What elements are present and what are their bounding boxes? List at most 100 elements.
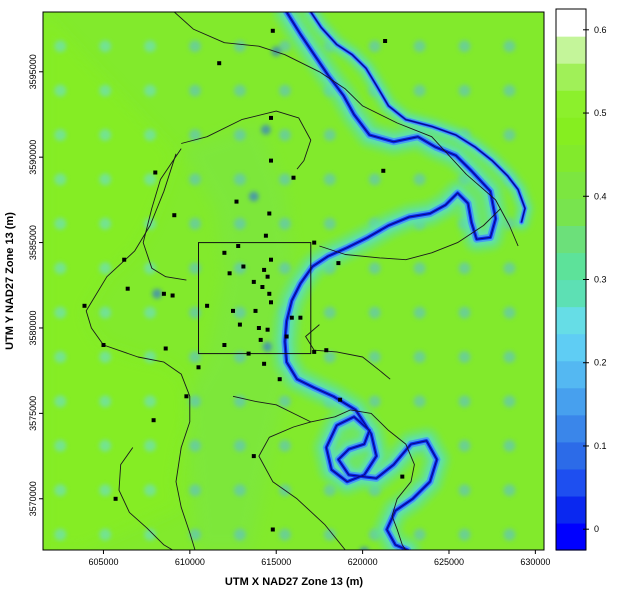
colorbar-tick-label: 0.1 xyxy=(594,441,607,451)
colorbar-segment xyxy=(556,144,586,172)
field-spot xyxy=(54,306,67,319)
field-spot xyxy=(189,439,201,452)
field-spot xyxy=(189,484,201,497)
well-marker xyxy=(269,115,273,120)
river-centerline xyxy=(310,12,526,223)
colorbar-segment xyxy=(556,9,586,37)
field-spot xyxy=(503,528,516,541)
colorbar-segment xyxy=(556,387,586,416)
well-marker xyxy=(222,250,227,255)
contour-line xyxy=(181,110,312,170)
well-marker xyxy=(265,274,270,279)
field-spot xyxy=(233,173,246,186)
colorbar xyxy=(556,9,586,551)
field-spot xyxy=(144,395,157,408)
colorbar-segment xyxy=(556,225,586,254)
dark-spot xyxy=(248,191,259,202)
field-spot xyxy=(278,129,291,141)
colorbar-segment xyxy=(556,522,586,551)
well-marker xyxy=(251,454,256,459)
contour-layer xyxy=(85,12,519,550)
field-spot xyxy=(99,262,112,275)
field-spot xyxy=(99,173,112,186)
well-marker xyxy=(153,170,158,175)
y-tick-label: 3590000 xyxy=(28,140,38,175)
well-marker xyxy=(289,315,294,320)
field-spot xyxy=(99,217,112,230)
x-tick-label: 630000 xyxy=(520,557,550,567)
field-spot xyxy=(99,484,112,497)
field-spot xyxy=(233,528,246,541)
inset-box xyxy=(198,242,312,355)
well-marker xyxy=(383,39,388,43)
field-spot xyxy=(323,528,336,541)
field-spot xyxy=(323,217,336,230)
field-spot xyxy=(144,528,157,541)
colorbar-tick-label: 0 xyxy=(594,524,599,534)
well-marker xyxy=(312,349,317,354)
well-marker xyxy=(338,397,343,402)
field-spot xyxy=(99,129,112,141)
field-spot xyxy=(458,395,471,408)
field-spot xyxy=(413,351,426,363)
field-spot xyxy=(458,84,471,97)
field-spot xyxy=(368,351,381,363)
field-spot xyxy=(99,40,112,53)
field-spot xyxy=(503,484,516,497)
field-spot xyxy=(189,84,201,97)
field-spot xyxy=(54,84,67,97)
field-spot xyxy=(189,528,201,541)
field-spot xyxy=(278,395,291,408)
well-marker xyxy=(237,322,242,327)
field-spot xyxy=(233,306,246,319)
colorbar-segment xyxy=(556,117,586,145)
colorbar-segment xyxy=(556,252,586,281)
dark-spot xyxy=(359,546,370,550)
well-marker xyxy=(163,346,168,351)
field-spot xyxy=(54,439,67,452)
west-upland-zone xyxy=(43,12,190,550)
well-marker xyxy=(269,300,273,305)
field-spot xyxy=(278,439,291,452)
colorbar-segment xyxy=(556,468,586,497)
field-spot xyxy=(144,217,157,230)
field-spot xyxy=(368,173,381,186)
well-layer xyxy=(82,28,405,532)
dark-spot xyxy=(152,288,162,299)
field-spot xyxy=(458,40,471,53)
well-marker xyxy=(277,377,282,382)
x-axis-title: UTM X NAD27 Zone 13 (m) xyxy=(225,576,363,588)
field-spot xyxy=(323,129,336,141)
colorbar-segment xyxy=(556,306,586,335)
well-marker xyxy=(262,267,267,272)
contour-line xyxy=(305,324,391,380)
field-spot xyxy=(503,129,516,141)
x-tick-label: 625000 xyxy=(434,557,464,567)
field-spot xyxy=(144,439,157,452)
well-marker xyxy=(260,285,265,289)
field-spot xyxy=(458,351,471,363)
field-spot xyxy=(413,528,426,541)
field-spot xyxy=(189,217,201,230)
x-axis-ticks: 605000 610000 615000 620000 625000 630000 xyxy=(88,550,550,567)
plot-area xyxy=(43,12,544,550)
field-spot xyxy=(54,395,67,408)
field-spot xyxy=(278,173,291,186)
field-spot xyxy=(458,484,471,497)
field-layer xyxy=(43,12,301,550)
field-spot xyxy=(189,173,201,186)
contour-line xyxy=(232,395,415,550)
field-spot xyxy=(278,528,291,541)
field-spot xyxy=(189,306,201,319)
field-spot xyxy=(144,351,157,363)
well-marker xyxy=(231,308,235,313)
field-spot xyxy=(278,84,291,97)
contour-line xyxy=(173,12,519,247)
well-marker xyxy=(151,418,156,423)
well-marker xyxy=(125,286,130,291)
well-marker xyxy=(270,28,275,33)
field-spot xyxy=(233,129,246,141)
field-spot xyxy=(144,262,157,275)
y-axis-title: UTM Y NAD27 Zone 13 (m) xyxy=(4,212,16,350)
